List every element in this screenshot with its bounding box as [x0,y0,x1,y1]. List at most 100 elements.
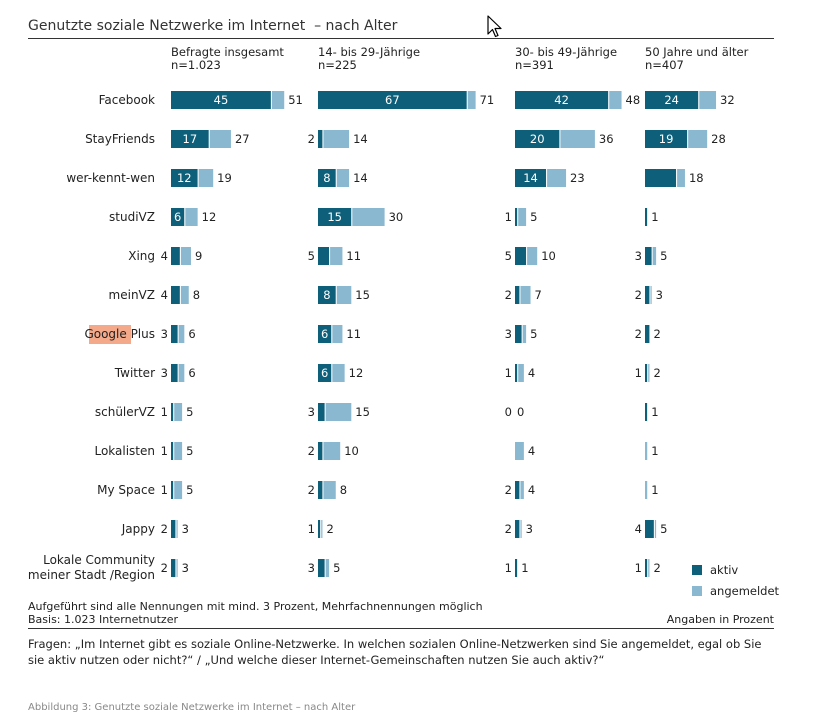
label-angemeldet-schuelervz-p3: 1 [651,405,658,419]
bar-separator-meinvz-p3 [649,286,651,304]
bar-aktiv-twitter-p0 [171,364,178,382]
label-aktiv-lokale-community-p2: 1 [505,561,512,575]
bar-aktiv-schuelervz-p0 [171,403,174,421]
label-angemeldet-meinvz-p2: 7 [535,288,542,302]
bar-aktiv-meinvz-p0 [171,286,180,304]
panel-n-1: n=225 [318,58,357,72]
label-aktiv-facebook-p3: 24 [664,93,679,107]
label-angemeldet-meinvz-p1: 15 [355,288,370,302]
page-title: Genutzte soziale Netzwerke im Internet –… [28,18,398,34]
label-aktiv-schuelervz-p0: 1 [161,405,168,419]
label-angemeldet-twitter-p0: 6 [188,366,195,380]
bar-aktiv-facebook-p0 [171,91,271,109]
basis-note: Aufgeführt sind alle Nennungen mit mind.… [28,600,483,613]
bar-angemeldet-twitter-p2 [515,364,524,382]
label-angemeldet-myspace-p0: 5 [186,483,193,497]
figure-caption: Abbildung 3: Genutzte soziale Netzwerke … [28,702,356,713]
bar-separator-lokale-community-p3 [647,559,649,577]
mouse-cursor-icon [487,15,502,38]
bar-aktiv-meinvz-p3 [645,286,650,304]
label-angemeldet-jappy-p2: 3 [526,522,533,536]
label-angemeldet-jappy-p3: 5 [660,522,667,536]
category-label-meinvz: meinVZ [109,288,155,302]
label-angemeldet-jappy-p1: 2 [326,522,333,536]
bar-separator-jappy-p1 [320,520,322,538]
label-aktiv-xing-p3: 3 [635,249,642,263]
label-angemeldet-facebook-p2: 48 [626,93,641,107]
bar-aktiv-wer-kennt-wen-p0 [171,169,198,187]
label-angemeldet-twitter-p3: 2 [653,366,660,380]
bar-aktiv-facebook-p1 [318,91,467,109]
bar-separator-schuelervz-p3 [647,403,649,421]
bar-separator-xing-p0 [179,247,181,265]
label-angemeldet-jappy-p0: 3 [182,522,189,536]
bar-separator-google-plus-p2 [521,325,523,343]
label-angemeldet-studivz-p1: 30 [389,210,404,224]
basis-count: Basis: 1.023 Internetnutzer [28,613,178,626]
label-angemeldet-google-plus-p1: 11 [346,327,361,341]
label-aktiv-wer-kennt-wen-p0: 12 [177,171,192,185]
bar-separator-lokalisten-p1 [322,442,324,460]
bar-aktiv-studivz-p3 [645,208,648,226]
bar-separator-studivz-p3 [647,208,649,226]
bar-separator-wer-kennt-wen-p0 [197,169,199,187]
category-label-stayfriends: StayFriends [85,132,155,146]
label-aktiv-jappy-p0: 2 [161,522,168,536]
label-aktiv-twitter-p2: 1 [505,366,512,380]
bar-separator-google-plus-p1 [331,325,333,343]
label-aktiv-wer-kennt-wen-p1: 8 [323,171,330,185]
bar-aktiv-lokale-community-p0 [171,559,176,577]
bar-separator-meinvz-p1 [335,286,337,304]
label-aktiv-schuelervz-p2: 0 [505,405,512,419]
category-label-xing: Xing [128,249,155,263]
category-label-lokale-community-line2: meiner Stadt /Region [28,568,155,582]
bar-separator-facebook-p0 [270,91,272,109]
category-label-lokale-community-line1: Lokale Community [43,553,155,567]
bar-aktiv-stayfriends-p3 [645,130,688,148]
bar-separator-meinvz-p2 [519,286,521,304]
bar-separator-jappy-p2 [519,520,521,538]
label-aktiv-google-plus-p2: 3 [505,327,512,341]
label-angemeldet-google-plus-p2: 5 [530,327,537,341]
label-angemeldet-lokale-community-p0: 3 [182,561,189,575]
label-aktiv-jappy-p3: 4 [635,522,642,536]
label-angemeldet-google-plus-p3: 2 [653,327,660,341]
bar-aktiv-lokale-community-p2 [515,559,518,577]
legend-swatch-angemeldet [692,586,702,596]
bar-aktiv-stayfriends-p0 [171,130,209,148]
bar-separator-xing-p1 [329,247,331,265]
category-label-lokalisten: Lokalisten [94,444,155,458]
bar-aktiv-jappy-p1 [318,520,321,538]
label-angemeldet-facebook-p0: 51 [288,93,303,107]
label-aktiv-facebook-p2: 42 [554,93,569,107]
bar-angemeldet-lokalisten-p0 [171,442,183,460]
category-label-facebook: Facebook [99,93,155,107]
bar-separator-google-plus-p3 [649,325,651,343]
title-divider [28,38,774,39]
panel-title-1: 14- bis 29-Jährige [318,45,420,59]
label-angemeldet-stayfriends-p3: 28 [711,132,726,146]
bar-aktiv-meinvz-p2 [515,286,520,304]
footer-divider [28,628,774,629]
label-aktiv-xing-p0: 4 [161,249,168,263]
label-aktiv-lokalisten-p1: 2 [308,444,315,458]
bar-separator-stayfriends-p2 [559,130,561,148]
label-angemeldet-studivz-p0: 12 [202,210,217,224]
bar-aktiv-jappy-p3 [645,520,654,538]
label-aktiv-meinvz-p1: 8 [323,288,330,302]
label-angemeldet-meinvz-p0: 8 [193,288,200,302]
bar-separator-jappy-p0 [175,520,177,538]
label-angemeldet-myspace-p3: 1 [651,483,658,497]
label-aktiv-google-plus-p3: 2 [635,327,642,341]
bar-aktiv-facebook-p3 [645,91,699,109]
bar-angemeldet-lokalisten-p2 [515,442,524,460]
label-aktiv-wer-kennt-wen-p2: 14 [523,171,538,185]
bar-angemeldet-studivz-p2 [515,208,527,226]
label-angemeldet-studivz-p2: 5 [530,210,537,224]
bar-separator-wer-kennt-wen-p3 [676,169,678,187]
bar-chart: Facebook StayFriends wer-kennt-wen studiVZ X… [28,45,780,598]
label-aktiv-meinvz-p3: 2 [635,288,642,302]
bar-aktiv-jappy-p2 [515,520,520,538]
label-aktiv-lokale-community-p3: 1 [635,561,642,575]
label-angemeldet-xing-p2: 10 [541,249,556,263]
